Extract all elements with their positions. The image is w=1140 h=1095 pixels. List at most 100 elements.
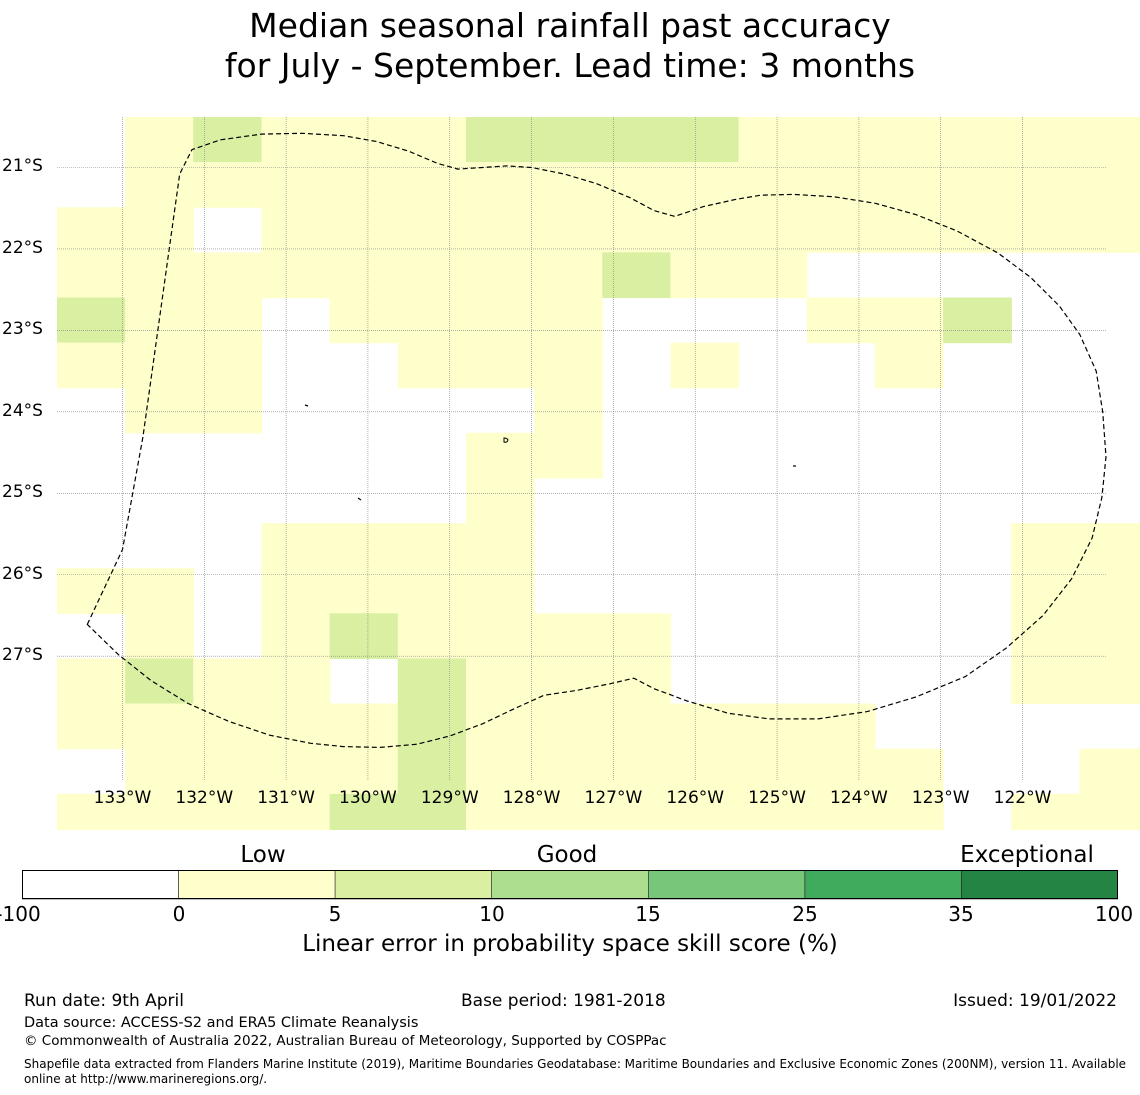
skill-cell (466, 793, 535, 830)
longitude-label: 126°W (666, 788, 725, 808)
colorbar-tick: 15 (635, 902, 661, 926)
skill-cell (125, 342, 194, 389)
skill-cell (125, 613, 194, 659)
skill-cell (397, 207, 467, 253)
skill-cell (943, 297, 1012, 344)
skill-cell (943, 162, 1012, 208)
skill-cell (874, 162, 944, 208)
skill-cell (806, 793, 876, 830)
skill-score-map (57, 117, 1140, 830)
skill-cell (1079, 613, 1140, 659)
colorbar-swatches (22, 870, 1118, 900)
skill-cell (466, 207, 535, 253)
skill-cell (397, 793, 467, 830)
colorbar-tick: 0 (172, 902, 186, 926)
skill-cell (329, 703, 399, 750)
skill-cell (57, 568, 126, 614)
skill-cell (329, 793, 399, 830)
longitude-label: 127°W (584, 788, 643, 808)
map-title-line-1: Median seasonal rainfall past accuracy (249, 6, 891, 45)
skill-cell (261, 703, 331, 750)
skill-cell (57, 342, 126, 389)
skill-cell (57, 658, 126, 705)
colorbar-swatch (334, 870, 493, 900)
skill-cell (193, 252, 263, 299)
skill-cell (57, 703, 126, 750)
colorbar-tick: 35 (948, 902, 974, 926)
longitude-label: 123°W (911, 788, 970, 808)
colorbar-category-low: Low (240, 842, 286, 868)
skill-cell (466, 342, 535, 389)
longitude-label: 128°W (502, 788, 561, 808)
latitude-label: 21°S (2, 156, 43, 177)
skill-cell (1011, 658, 1080, 705)
skill-cell (534, 117, 603, 163)
skill-cell (1079, 658, 1140, 705)
skill-cell (261, 613, 331, 659)
skill-cell (534, 342, 603, 389)
skill-cell (806, 297, 876, 344)
longitude-label: 124°W (829, 788, 888, 808)
colorbar-tick: 100 (1094, 902, 1134, 926)
skill-cell (1079, 117, 1140, 163)
skill-cell (602, 748, 672, 795)
colorbar-label: Linear error in probability space skill … (302, 931, 838, 957)
colorbar-swatch (491, 870, 649, 900)
colorbar-tick: 25 (792, 902, 818, 926)
skill-cell (874, 207, 944, 253)
skill-cell (806, 117, 876, 163)
latitude-label: 25°S (2, 482, 43, 503)
skill-cell (397, 523, 467, 569)
skill-cell (329, 297, 399, 344)
skill-cell (602, 117, 672, 163)
skill-cell (261, 658, 331, 705)
skill-cell (534, 658, 603, 705)
skill-cell (738, 252, 808, 299)
skill-cell (329, 613, 399, 659)
skill-cell (1011, 207, 1080, 253)
skill-cell (874, 297, 944, 344)
skill-cell (1079, 748, 1140, 795)
skill-cell (670, 342, 740, 389)
skill-cell (602, 207, 672, 253)
skill-cell (1079, 568, 1140, 614)
shapefile-credit: Shapefile data extracted from Flanders M… (24, 1057, 1127, 1086)
skill-cell (534, 387, 603, 434)
skill-cell (193, 387, 263, 434)
island-mark (304, 404, 309, 407)
skill-cell (534, 793, 603, 830)
skill-cell (261, 117, 331, 163)
copyright-notice: © Commonwealth of Australia 2022, Austra… (24, 1033, 667, 1049)
skill-cell (125, 207, 194, 253)
skill-cell (874, 793, 944, 830)
skill-cell (670, 117, 740, 163)
skill-cell (602, 703, 672, 750)
skill-cell (466, 117, 535, 163)
skill-cell (534, 252, 603, 299)
island-mark (357, 497, 362, 501)
skill-cell (466, 703, 535, 750)
skill-cell (602, 252, 672, 299)
skill-cell (57, 297, 126, 344)
eez-boundary-outline (86, 132, 1107, 749)
skill-cell (261, 568, 331, 614)
colorbar (22, 870, 1118, 900)
skill-cell (466, 748, 535, 795)
skill-cell (125, 658, 194, 705)
longitude-label: 133°W (93, 788, 152, 808)
skill-cell (261, 793, 331, 830)
skill-cell (1011, 523, 1080, 569)
skill-cell (670, 703, 740, 750)
skill-cell (466, 477, 535, 524)
skill-cell (397, 568, 467, 614)
skill-cell (193, 342, 263, 389)
skill-cell (1079, 793, 1140, 830)
colorbar-swatch (961, 870, 1118, 900)
skill-cell (466, 568, 535, 614)
skill-cell (1011, 162, 1080, 208)
skill-cell (57, 793, 126, 830)
skill-cell (193, 162, 263, 208)
skill-cell (329, 162, 399, 208)
skill-cell (397, 613, 467, 659)
skill-cell (466, 613, 535, 659)
